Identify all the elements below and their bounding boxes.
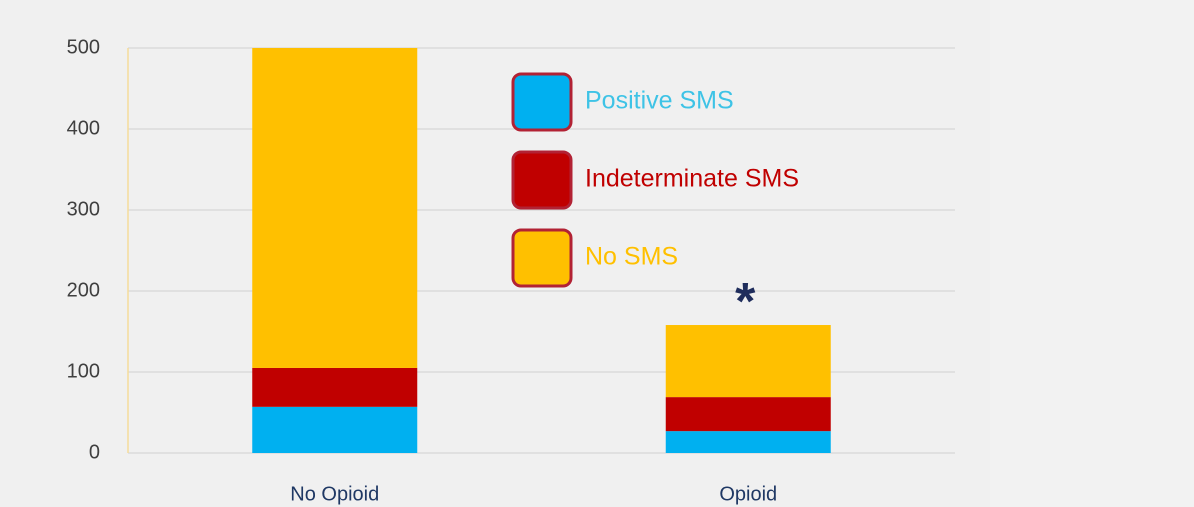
bar-segment	[252, 48, 418, 368]
legend-swatch	[511, 72, 573, 132]
legend-swatch	[511, 228, 573, 288]
y-tick-label: 200	[67, 279, 100, 301]
legend-swatch	[511, 150, 573, 210]
x-tick-label: Opioid	[719, 483, 777, 505]
bar-segment	[252, 406, 418, 453]
y-tick-label: 500	[67, 36, 100, 58]
y-tick-label: 0	[89, 441, 100, 463]
plot-background	[0, 0, 990, 507]
y-tick-label: 300	[67, 198, 100, 220]
legend-label: Positive SMS	[585, 87, 734, 115]
bar-segment	[665, 431, 831, 453]
bar-segment	[665, 397, 831, 432]
x-tick-label: No Opioid	[290, 483, 379, 505]
annotation: *	[735, 273, 756, 331]
y-tick-label: 100	[67, 360, 100, 382]
bar-segment	[252, 367, 418, 407]
bar-segment	[665, 325, 831, 398]
legend-label: Indeterminate SMS	[585, 165, 799, 193]
legend-label: No SMS	[585, 243, 678, 271]
y-tick-label: 400	[67, 117, 100, 139]
